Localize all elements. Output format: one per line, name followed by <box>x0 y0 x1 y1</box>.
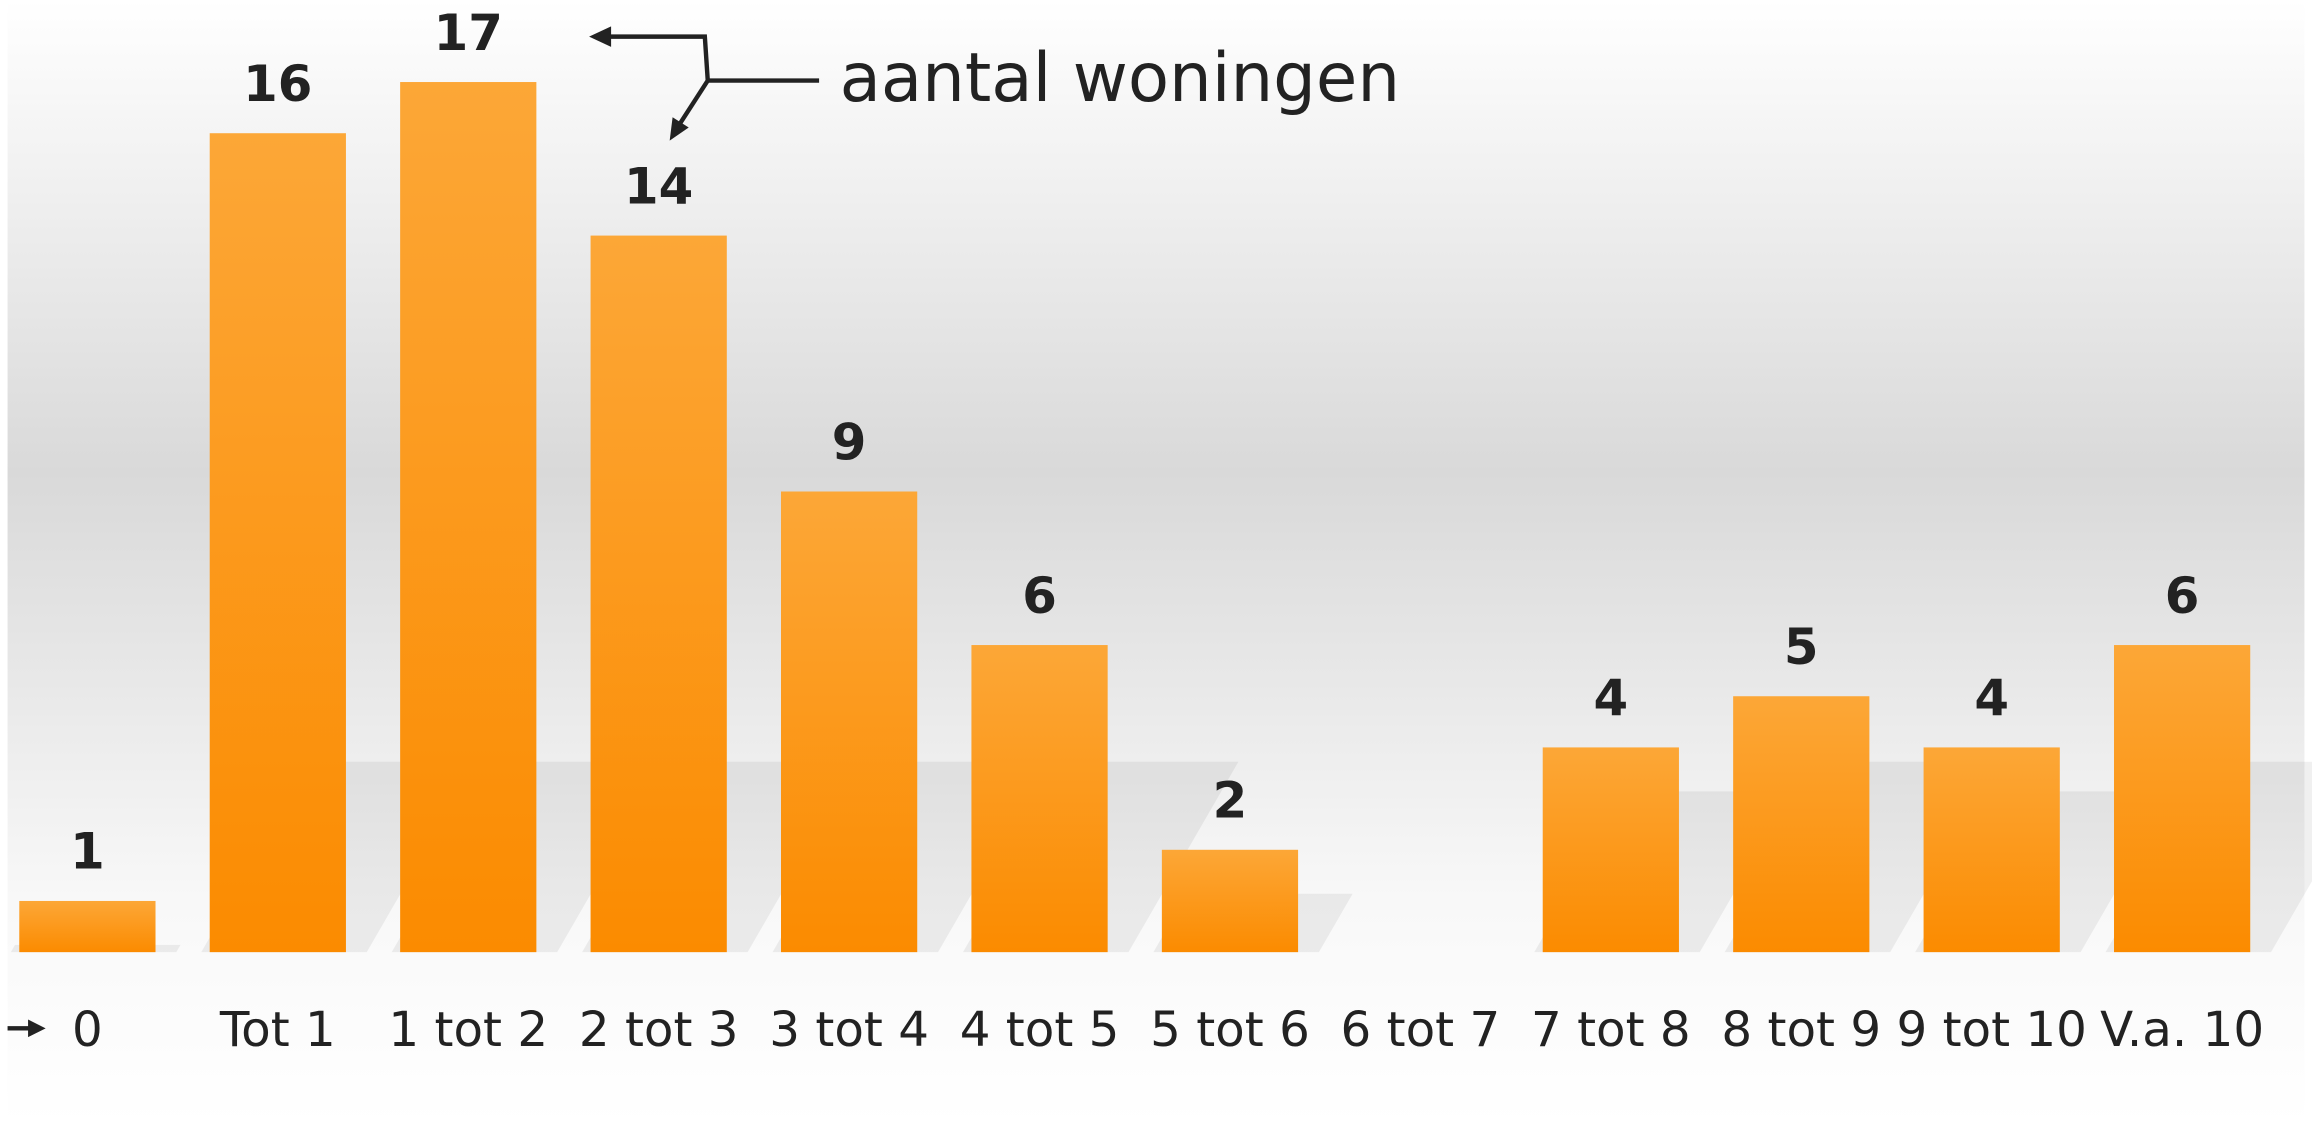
x-tick-label: 0 <box>72 1002 103 1058</box>
value-label: 16 <box>243 55 312 113</box>
x-tick-label: 1 tot 2 <box>388 1002 548 1058</box>
bar <box>781 491 918 953</box>
bar <box>1542 747 1679 953</box>
x-tick-label: 3 tot 4 <box>769 1002 929 1058</box>
bar <box>590 235 727 953</box>
bar <box>19 900 156 953</box>
x-tick-label: 4 tot 5 <box>960 1002 1120 1058</box>
value-label: 6 <box>2165 567 2200 625</box>
bar <box>971 645 1108 953</box>
value-label: 1 <box>70 823 105 881</box>
bar <box>1733 696 1870 953</box>
value-label: 14 <box>624 157 693 215</box>
x-tick-label: Tot 1 <box>219 1002 336 1058</box>
value-label: 5 <box>1784 618 1819 676</box>
value-label: 4 <box>1974 669 2009 727</box>
x-tick-label: 5 tot 6 <box>1150 1002 1310 1058</box>
bar <box>1161 849 1299 953</box>
x-tick-label: 6 tot 7 <box>1341 1002 1501 1058</box>
bar <box>400 82 537 953</box>
x-tick-label: 2 tot 3 <box>579 1002 739 1058</box>
value-label: 17 <box>434 4 503 62</box>
value-label: 2 <box>1213 772 1248 830</box>
x-tick-label: V.a. 10 <box>2100 1002 2264 1058</box>
x-tick-label: 8 tot 9 <box>1721 1002 1881 1058</box>
x-tick-label: 9 tot 10 <box>1896 1002 2086 1058</box>
background <box>7 0 2305 1125</box>
x-tick-label: 7 tot 8 <box>1531 1002 1691 1058</box>
annotation-arrows <box>7 34 820 1031</box>
value-label: 6 <box>1022 567 1057 625</box>
value-label: 9 <box>832 413 867 471</box>
bar <box>2114 645 2251 953</box>
bar <box>209 133 346 953</box>
value-label: 4 <box>1594 669 1629 727</box>
annotation: aantal woningen <box>840 38 1400 117</box>
bar <box>1923 747 2060 953</box>
arrow-heads <box>28 26 689 1038</box>
